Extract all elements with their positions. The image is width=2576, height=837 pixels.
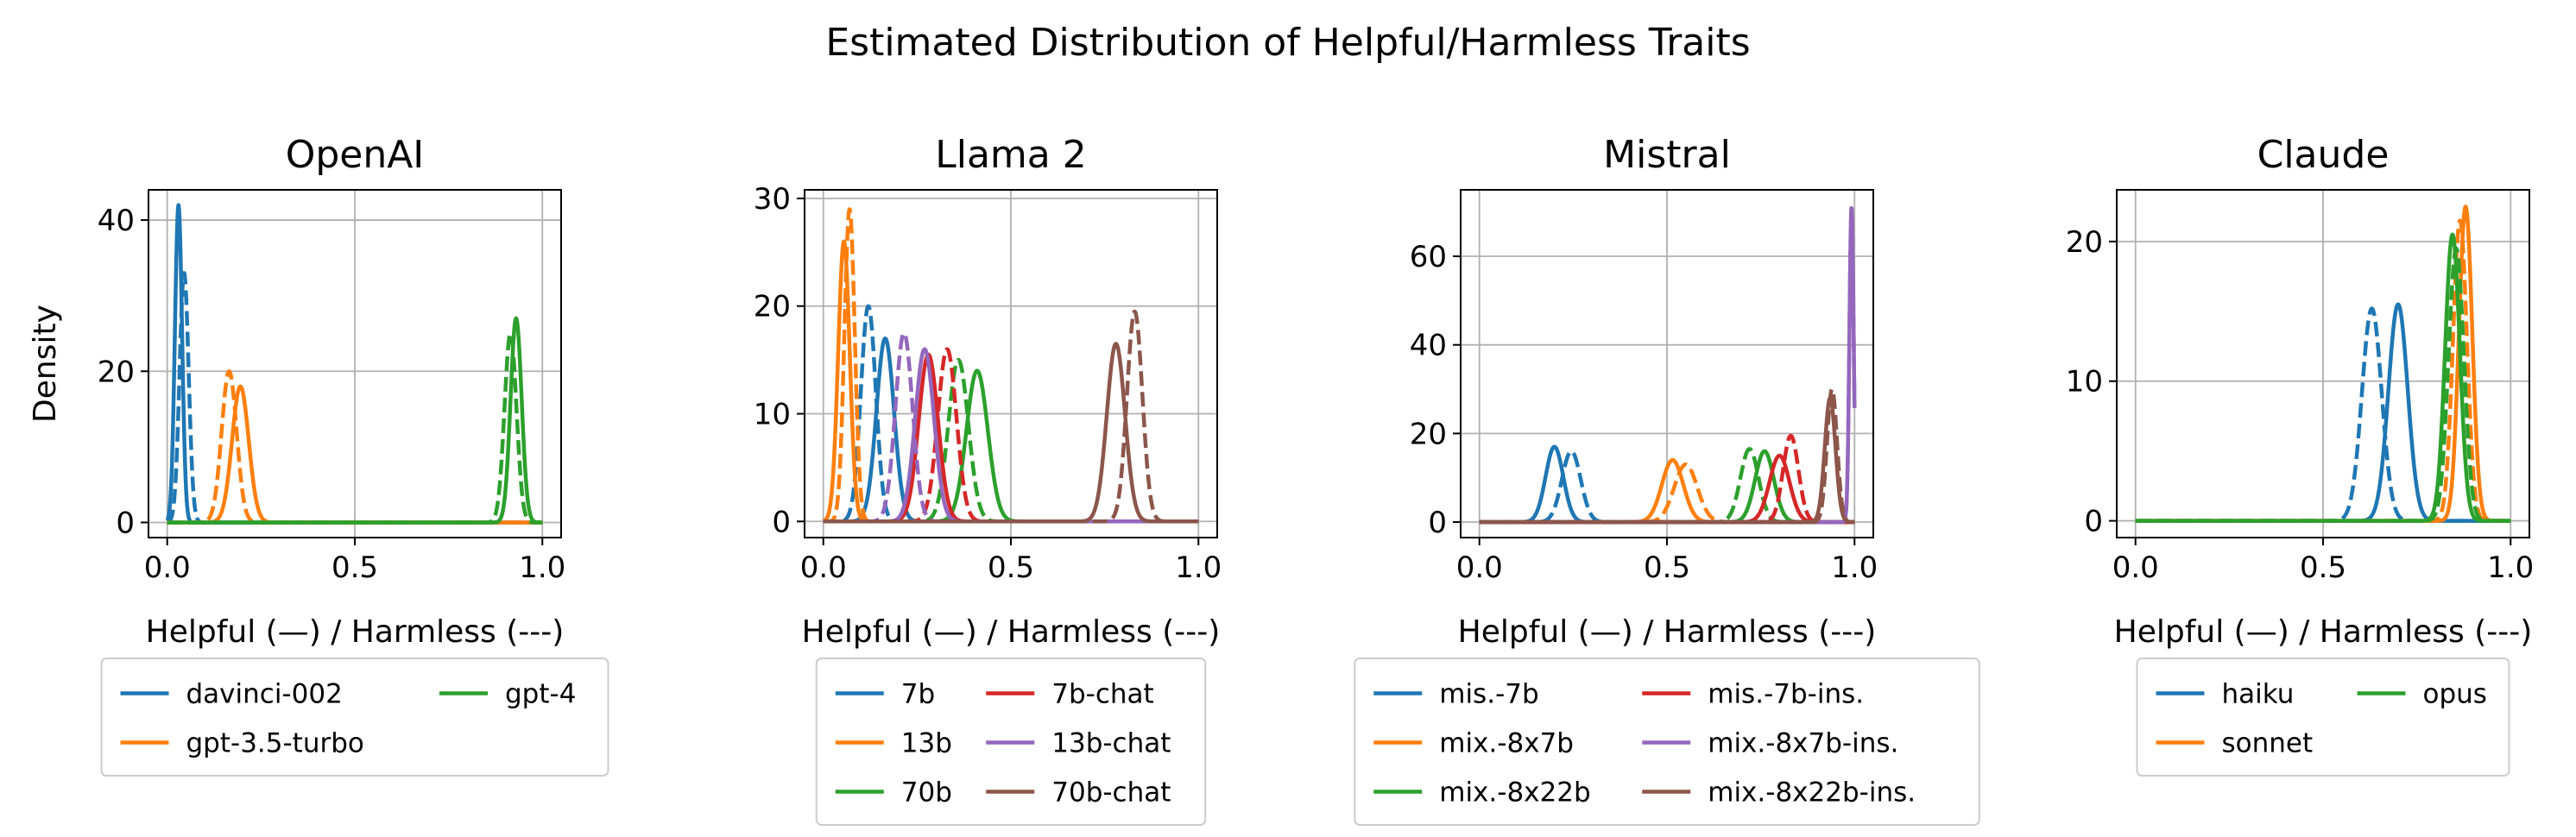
y-tick-label: 40 bbox=[1410, 329, 1447, 363]
x-tick-label: 1.0 bbox=[1175, 551, 1222, 585]
y-tick-label: 20 bbox=[98, 355, 135, 389]
legend-label: opus bbox=[2423, 679, 2487, 710]
legend-label: 13b-chat bbox=[1051, 728, 1171, 759]
y-tick-label: 20 bbox=[1410, 417, 1447, 451]
x-tick-label: 0.5 bbox=[2300, 551, 2346, 585]
x-axis-label: Helpful (—) / Harmless (---) bbox=[2114, 614, 2533, 650]
legend-item-70b: 70b bbox=[835, 777, 952, 809]
x-tick-label: 0.0 bbox=[2112, 551, 2159, 585]
legend-item-70b-chat: 70b-chat bbox=[986, 777, 1171, 809]
legend-item-gpt-3-5-turbo: gpt-3.5-turbo bbox=[120, 728, 364, 759]
legend-label: mix.-8x22b bbox=[1439, 777, 1590, 809]
x-tick-label: 1.0 bbox=[1831, 551, 1878, 585]
panel-claude: Claude 0.0 0.5 1.0 0 10 20 Helpful (—) / Harmle… bbox=[2066, 133, 2534, 777]
legend-item-13b: 13b bbox=[835, 728, 952, 759]
panel-title: Claude bbox=[2257, 133, 2390, 177]
panel-openai: OpenAI 0.0 0.5 1.0 0 20 40 Helpful (—) / Harmle… bbox=[28, 133, 609, 777]
legend-item-davinci-002: davinci-002 bbox=[120, 679, 343, 710]
y-tick-label: 30 bbox=[754, 182, 791, 217]
legend-item-opus: opus bbox=[2357, 679, 2487, 710]
legend-item-mix-8x22b-ins: mix.-8x22b-ins. bbox=[1642, 777, 1916, 809]
series-70b-chat-harmless bbox=[821, 309, 1201, 524]
y-tick-label: 10 bbox=[754, 398, 791, 432]
legend-item-gpt-4: gpt-4 bbox=[439, 679, 576, 710]
y-tick-label: 0 bbox=[116, 506, 135, 540]
legend-item-mis-7b-ins: mis.-7b-ins. bbox=[1642, 679, 1864, 710]
x-tick-label: 0.5 bbox=[1644, 551, 1690, 585]
x-tick-label: 0.0 bbox=[1456, 551, 1503, 585]
legend-label: mix.-8x7b bbox=[1439, 728, 1574, 759]
y-axis-label: Density bbox=[28, 305, 63, 423]
legend: davinci-002 gpt-3.5-turbo gpt-4 bbox=[100, 658, 609, 777]
y-tick-label: 20 bbox=[2066, 225, 2103, 260]
panel-title: Llama 2 bbox=[935, 133, 1087, 177]
series-gpt-4-harmless bbox=[165, 331, 545, 525]
legend-label: 70b-chat bbox=[1051, 777, 1171, 809]
y-tick-label: 60 bbox=[1410, 240, 1447, 274]
legend-label: davinci-002 bbox=[186, 679, 343, 710]
legend-item-7b-chat: 7b-chat bbox=[986, 679, 1154, 710]
legend-item-13b-chat: 13b-chat bbox=[986, 728, 1171, 759]
y-tick-label: 0 bbox=[2084, 505, 2103, 539]
y-tick-label: 0 bbox=[772, 505, 791, 539]
figure-title: Estimated Distribution of Helpful/Harmle… bbox=[825, 21, 1750, 65]
legend-item-haiku: haiku bbox=[2156, 679, 2295, 710]
y-tick-label: 10 bbox=[2066, 365, 2103, 400]
x-tick-label: 0.0 bbox=[144, 551, 191, 585]
legend-item-sonnet: sonnet bbox=[2156, 728, 2314, 759]
legend-label: mis.-7b bbox=[1439, 679, 1538, 710]
panel-llama-2: Llama 2 0.0 0.5 1.0 0 10 20 30 Helpful (—) / Har… bbox=[754, 133, 1222, 826]
legend-item-mix-8x7b: mix.-8x7b bbox=[1373, 728, 1574, 759]
series-mix-8x22b-ins-harmless bbox=[1477, 387, 1857, 525]
y-tick-label: 20 bbox=[754, 290, 791, 324]
x-tick-label: 1.0 bbox=[2487, 551, 2534, 585]
legend-item-mis-7b: mis.-7b bbox=[1373, 679, 1539, 710]
legend-box bbox=[2136, 658, 2510, 777]
legend-label: sonnet bbox=[2222, 728, 2314, 759]
panels: OpenAI 0.0 0.5 1.0 0 20 40 Helpful (—) / Harmle… bbox=[28, 133, 2534, 826]
x-tick-label: 0.5 bbox=[988, 551, 1034, 585]
x-axis-label: Helpful (—) / Harmless (---) bbox=[146, 614, 565, 650]
legend-label: gpt-3.5-turbo bbox=[186, 728, 364, 759]
x-tick-label: 0.0 bbox=[800, 551, 847, 585]
legend-label: 13b bbox=[901, 728, 952, 759]
panel-mistral: Mistral 0.0 0.5 1.0 0 20 40 60 Helpful (—) / Har… bbox=[1354, 133, 1980, 826]
legend-label: mis.-7b-ins. bbox=[1708, 679, 1864, 710]
legend: haiku sonnet opus bbox=[2136, 658, 2510, 777]
legend: 7b 13b 70b 7b-chat 13b-chat 70b-chat bbox=[815, 658, 1207, 826]
panel-title: Mistral bbox=[1603, 133, 1731, 177]
panel-title: OpenAI bbox=[286, 133, 425, 177]
legend-label: 70b bbox=[901, 777, 952, 809]
legend-label: gpt-4 bbox=[505, 679, 576, 710]
series-opus-harmless bbox=[2133, 246, 2513, 523]
y-tick-label: 0 bbox=[1428, 506, 1447, 540]
x-axis-label: Helpful (—) / Harmless (---) bbox=[802, 614, 1221, 650]
legend: mis.-7b mix.-8x7b mix.-8x22b mis.-7b-ins. mi… bbox=[1354, 658, 1980, 826]
x-axis-label: Helpful (—) / Harmless (---) bbox=[1458, 614, 1877, 650]
legend-label: 7b bbox=[901, 679, 935, 710]
legend-label: mix.-8x22b-ins. bbox=[1708, 777, 1916, 809]
legend-item-7b: 7b bbox=[835, 679, 935, 710]
y-tick-label: 40 bbox=[98, 204, 135, 238]
x-tick-label: 1.0 bbox=[519, 551, 565, 585]
legend-item-mix-8x22b: mix.-8x22b bbox=[1373, 777, 1591, 809]
legend-label: mix.-8x7b-ins. bbox=[1708, 728, 1898, 759]
legend-label: haiku bbox=[2222, 679, 2295, 710]
legend-item-mix-8x7b-ins: mix.-8x7b-ins. bbox=[1642, 728, 1898, 759]
series-13b-chat-harmless bbox=[821, 330, 1201, 524]
legend-label: 7b-chat bbox=[1051, 679, 1153, 710]
legend-box bbox=[100, 658, 609, 777]
x-tick-label: 0.5 bbox=[331, 551, 378, 585]
